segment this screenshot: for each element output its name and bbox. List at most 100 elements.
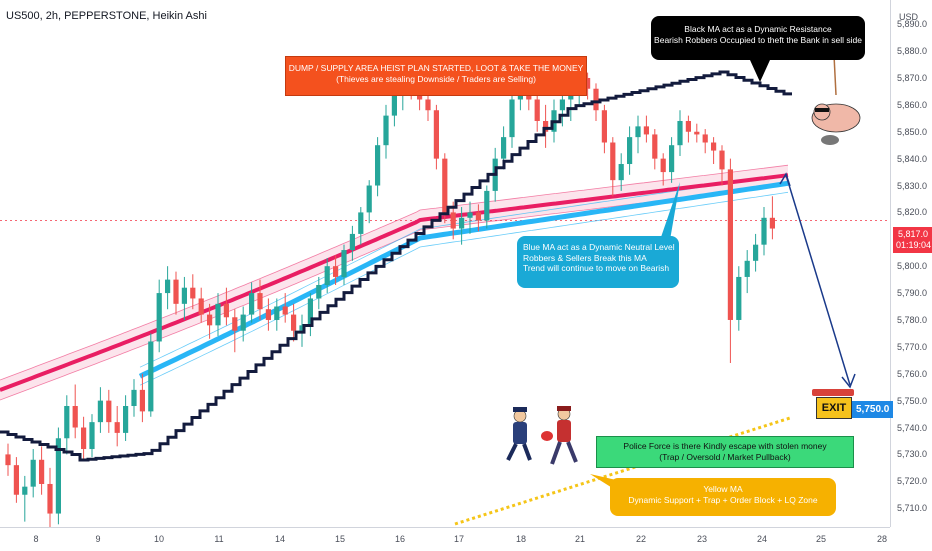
callout-yellow-ma: Yellow MA Dynamic Support + Trap + Order… bbox=[610, 478, 836, 516]
candle-body bbox=[265, 309, 271, 320]
price-tick-label: 5,760.0 bbox=[897, 368, 928, 379]
countdown-value: 01:19:04 bbox=[896, 240, 932, 250]
time-tick-label: 22 bbox=[635, 534, 647, 544]
time-tick-label: 14 bbox=[274, 534, 286, 544]
candle-body bbox=[22, 486, 28, 495]
candle-body bbox=[274, 306, 280, 320]
price-tick-label: 5,890.0 bbox=[897, 19, 928, 30]
candle-body bbox=[719, 150, 725, 170]
candle-body bbox=[366, 185, 372, 213]
police-leg bbox=[522, 443, 532, 461]
candle-body bbox=[610, 142, 616, 181]
candle-body bbox=[450, 212, 456, 229]
candle-body bbox=[753, 244, 759, 261]
candle-body bbox=[677, 120, 683, 146]
callout-yellow-line1: Yellow MA bbox=[703, 484, 743, 494]
time-tick-label: 24 bbox=[756, 534, 768, 544]
rope bbox=[833, 54, 837, 96]
candle-body bbox=[349, 233, 355, 251]
candle-body bbox=[97, 400, 103, 423]
projection-arrow-tail bbox=[779, 172, 791, 187]
candle-body bbox=[39, 459, 45, 484]
candle-body bbox=[5, 454, 11, 466]
candle-body bbox=[744, 260, 750, 277]
candle-body bbox=[106, 400, 112, 423]
callout-blue-line3: Trend will continue to move on Bearish bbox=[523, 263, 670, 273]
callout-black-ma: Black MA act as a Dynamic Resistance Bea… bbox=[651, 16, 865, 60]
time-tick-label: 11 bbox=[214, 534, 224, 544]
current-price-badge: 5,817.0 01:19:04 bbox=[893, 227, 932, 253]
candle-body bbox=[669, 145, 675, 173]
callout-heist-line1: DUMP / SUPPLY AREA HEIST PLAN STARTED, L… bbox=[288, 63, 584, 73]
candle-body bbox=[627, 137, 633, 165]
price-tick-label: 5,780.0 bbox=[897, 314, 928, 325]
time-tick-label: 28 bbox=[876, 534, 888, 544]
police-leg bbox=[506, 443, 518, 461]
candle-body bbox=[139, 389, 145, 412]
candle-body bbox=[467, 212, 473, 218]
candle-body bbox=[652, 134, 658, 159]
time-tick-label: 10 bbox=[153, 534, 165, 544]
price-tick-label: 5,730.0 bbox=[897, 449, 928, 460]
candle-body bbox=[593, 88, 599, 111]
callout-yellow-line2: Dynamic Support + Trap + Order Block + L… bbox=[628, 494, 818, 505]
price-tick-label: 5,860.0 bbox=[897, 99, 928, 110]
candle-body bbox=[299, 325, 305, 331]
candle-body bbox=[568, 94, 574, 100]
police-body bbox=[513, 422, 527, 444]
candle-body bbox=[543, 120, 549, 132]
price-tick-label: 5,850.0 bbox=[897, 126, 928, 137]
candle-body bbox=[702, 134, 708, 143]
thief-leg bbox=[550, 441, 562, 465]
current-price-value: 5,817.0 bbox=[897, 229, 929, 239]
candle-body bbox=[324, 266, 330, 286]
red-ma-line bbox=[0, 173, 789, 392]
projection-arrow-line bbox=[785, 174, 851, 386]
candle-body bbox=[341, 250, 347, 277]
chart-area[interactable]: US500, 2h, PEPPERSTONE, Heikin Ashi DUMP… bbox=[0, 0, 890, 527]
candle-body bbox=[215, 303, 221, 326]
time-tick-label: 15 bbox=[334, 534, 346, 544]
candle-body bbox=[736, 276, 742, 320]
candle-body bbox=[425, 99, 431, 111]
candle-body bbox=[333, 266, 339, 277]
time-tick-label: 23 bbox=[696, 534, 708, 544]
time-tick-label: 21 bbox=[574, 534, 586, 544]
callout-blue-line2: Robbers & Sellers Break this MA bbox=[523, 252, 647, 263]
candle-body bbox=[316, 285, 322, 299]
target-price-value: 5,750.0 bbox=[856, 404, 890, 415]
price-tick-label: 5,740.0 bbox=[897, 422, 928, 433]
candle-body bbox=[181, 287, 187, 304]
candle-body bbox=[223, 303, 229, 318]
candle-body bbox=[601, 110, 607, 143]
price-axis[interactable]: USD 5,710.0 5,720.0 5,730.0 5,740.0 5,750.0 5… bbox=[890, 0, 932, 527]
money-bag bbox=[821, 135, 839, 145]
candle-body bbox=[89, 422, 95, 450]
candle-body bbox=[727, 169, 733, 320]
candle-body bbox=[761, 217, 767, 245]
thief-body bbox=[557, 420, 571, 442]
callout-police-line1: Police Force is there Kindly escape with… bbox=[623, 441, 827, 451]
time-tick-label: 8 bbox=[33, 534, 39, 544]
candle-body bbox=[131, 389, 137, 407]
callout-black-line1: Black MA act as a Dynamic Resistance bbox=[684, 24, 832, 34]
time-axis[interactable]: 8 9 10 11 14 15 16 17 18 21 22 23 24 25 28 bbox=[0, 527, 890, 551]
exit-label: EXIT bbox=[821, 402, 847, 414]
time-tick-label: 17 bbox=[453, 534, 465, 544]
candle-body bbox=[484, 190, 490, 221]
price-chart[interactable] bbox=[0, 0, 890, 527]
candle-body bbox=[442, 158, 448, 213]
candle-body bbox=[711, 142, 717, 151]
candle-body bbox=[585, 77, 591, 89]
time-tick-label: 9 bbox=[95, 534, 101, 544]
candle-body bbox=[618, 164, 624, 181]
candle-body bbox=[114, 422, 120, 433]
price-tick-label: 5,710.0 bbox=[897, 503, 928, 514]
time-tick-label: 18 bbox=[515, 534, 527, 544]
callout-black-pointer bbox=[750, 60, 770, 82]
candle-body bbox=[30, 459, 36, 487]
candle-body bbox=[249, 293, 255, 315]
target-price-badge: 5,750.0 bbox=[852, 401, 894, 418]
time-tick-label: 25 bbox=[815, 534, 827, 544]
police-cap bbox=[513, 407, 527, 412]
